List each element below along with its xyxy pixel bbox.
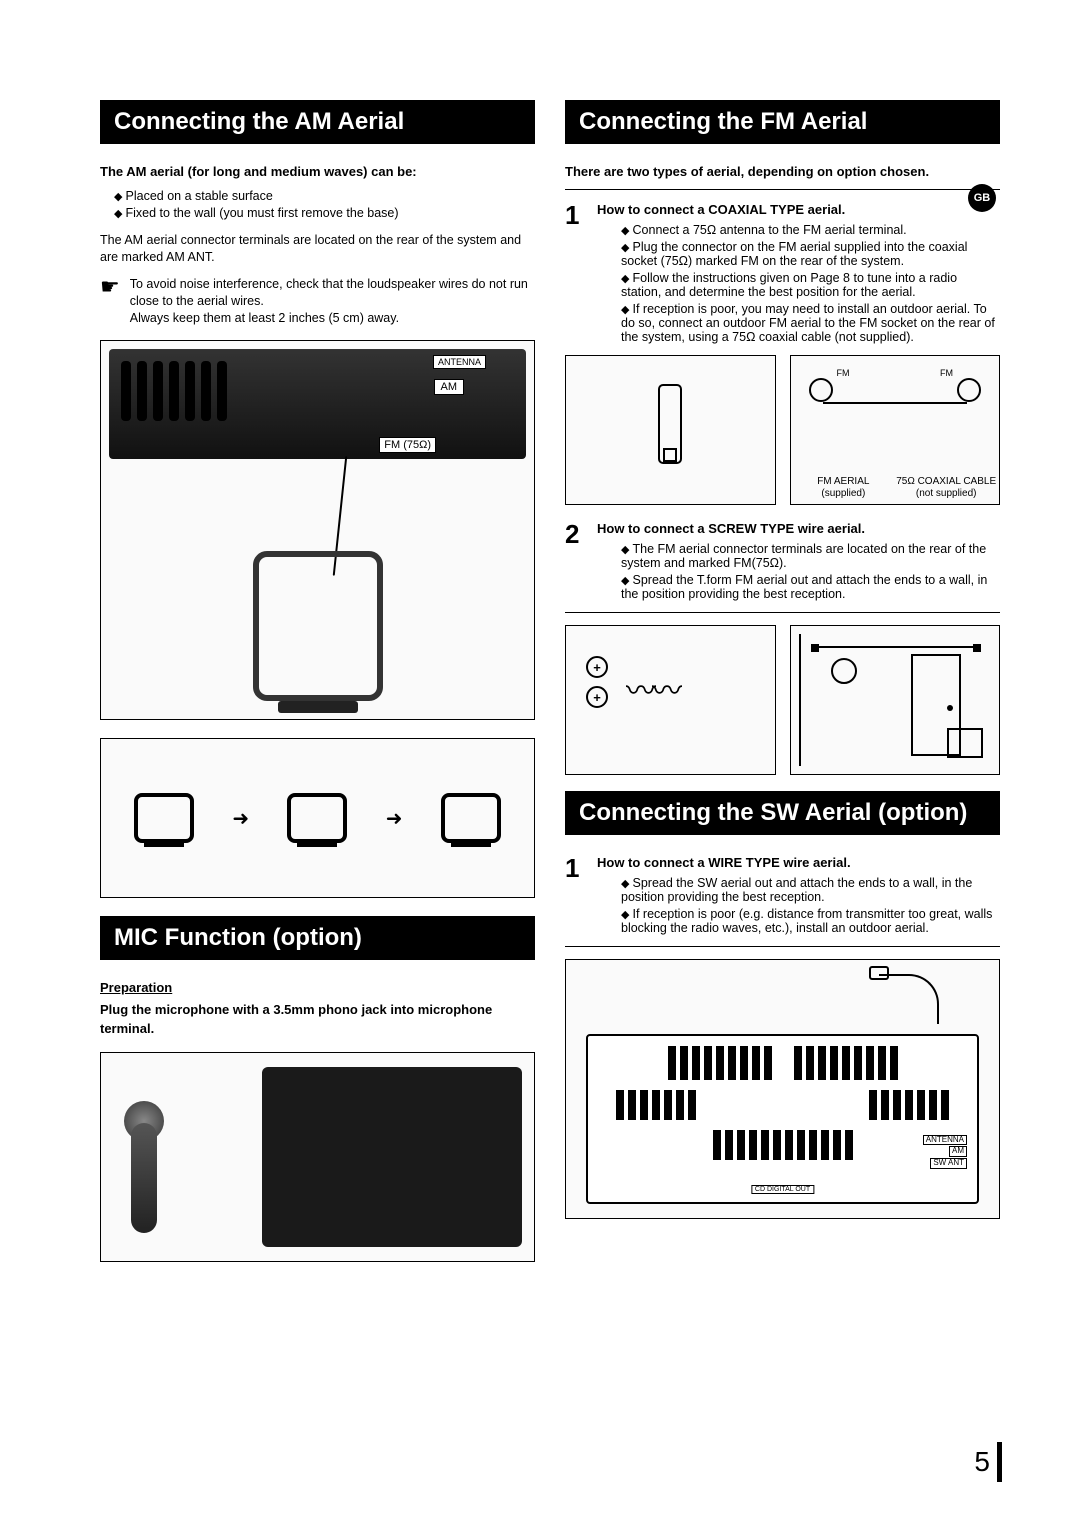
fm-label-left: FM [837, 368, 850, 378]
mic-header: MIC Function (option) [100, 916, 535, 960]
am-loop-antenna [253, 551, 383, 701]
am-bullets: Placed on a stable surface Fixed to the … [114, 189, 535, 220]
fm-intro: There are two types of aerial, depending… [565, 164, 1000, 179]
sw-antenna-labels: ANTENNA AM SW ANT [923, 1135, 967, 1170]
arrow-icon: ➜ [232, 806, 249, 831]
grille-mid [616, 1090, 949, 1120]
fm-label-right: FM [940, 368, 953, 378]
loop-step1 [134, 793, 194, 843]
mic-prep-label: Preparation [100, 980, 535, 995]
fm-aerial-supplied-diagram [565, 355, 776, 505]
am-bullet-2: Fixed to the wall (you must first remove… [114, 206, 535, 220]
system-rear: ANTENNA AM SW ANT CD DIGITAL OUT [586, 1034, 979, 1204]
divider [565, 946, 1000, 947]
fm-plug-icon [663, 448, 677, 462]
fm-wall-mount-diagram [790, 625, 1001, 775]
sw-step-1: 1 How to connect a WIRE TYPE wire aerial… [565, 855, 1000, 938]
fm-left-sub: (supplied) [821, 488, 865, 499]
sw-wire [879, 974, 939, 1024]
sw-antenna-label: ANTENNA [923, 1135, 967, 1146]
loop-step3 [441, 793, 501, 843]
language-badge: GB [968, 184, 996, 212]
fm-step2-title: How to connect a SCREW TYPE wire aerial. [597, 521, 1000, 536]
fm-s1-b3: Follow the instructions given on Page 8 … [621, 271, 1000, 299]
grille-bottom [628, 1130, 937, 1160]
wire-icon: 〰〰 [626, 666, 678, 710]
step-number: 1 [565, 202, 585, 347]
am-note-text: To avoid noise interference, check that … [130, 276, 535, 327]
fm75-terminal-label: FM (75Ω) [379, 437, 436, 453]
fm-coaxial-diagrams: FM FM FM AERIAL(supplied) 75Ω COAXIAL CA… [565, 355, 1000, 505]
mic-prep-text: Plug the microphone with a 3.5mm phono j… [100, 1001, 535, 1037]
am-terminal-label: AM [434, 379, 465, 395]
coax-cable-line [823, 402, 968, 404]
coax-connector-icon [957, 378, 981, 402]
am-assembly-diagram: ➜ ➜ [100, 738, 535, 898]
fm-left-caption: FM AERIAL [817, 476, 869, 487]
mic-diagram [100, 1052, 535, 1262]
fm-step-2: 2 How to connect a SCREW TYPE wire aeria… [565, 521, 1000, 604]
right-column: Connecting the FM Aerial There are two t… [565, 100, 1000, 1280]
fm-right-caption: 75Ω COAXIAL CABLE [896, 476, 996, 487]
am-diagram-rear: ANTENNA AM FM (75Ω) [100, 340, 535, 720]
sw-am-label: AM [949, 1146, 967, 1157]
loop-step2 [287, 793, 347, 843]
am-header: Connecting the AM Aerial [100, 100, 535, 144]
pointing-hand-icon: ☛ [100, 276, 120, 298]
divider [565, 189, 1000, 190]
sw-s1-b2: If reception is poor (e.g. distance from… [621, 907, 1000, 935]
step-number: 1 [565, 855, 585, 938]
fm-screw-terminals-diagram: 〰〰 [565, 625, 776, 775]
page-columns: Connecting the AM Aerial The AM aerial (… [100, 100, 1000, 1280]
am-para: The AM aerial connector terminals are lo… [100, 232, 535, 266]
am-note: ☛ To avoid noise interference, check tha… [100, 276, 535, 327]
screw-terminals [586, 656, 608, 716]
fm-coaxial-cable-diagram: FM FM FM AERIAL(supplied) 75Ω COAXIAL CA… [790, 355, 1001, 505]
fm-s1-b1: Connect a 75Ω antenna to the FM aerial t… [621, 223, 1000, 237]
arrow-icon: ➜ [386, 806, 403, 831]
sw-s1-b1: Spread the SW aerial out and attach the … [621, 876, 1000, 904]
system-rear-panel: ANTENNA AM FM (75Ω) [109, 349, 526, 459]
sw-diagram: ANTENNA AM SW ANT CD DIGITAL OUT [565, 959, 1000, 1219]
coax-connector-icon [809, 378, 833, 402]
fm-s1-b4: If reception is poor, you may need to in… [621, 302, 1000, 344]
grille-top [668, 1046, 898, 1080]
fm-screw-diagrams: 〰〰 [565, 625, 1000, 775]
am-bullet-1: Placed on a stable surface [114, 189, 535, 203]
left-column: Connecting the AM Aerial The AM aerial (… [100, 100, 535, 1280]
sw-swant-label: SW ANT [930, 1158, 967, 1169]
sw-cd-label: CD DIGITAL OUT [751, 1185, 814, 1194]
vent-slots [121, 361, 227, 421]
page-number: 5 [974, 1446, 990, 1478]
divider [565, 612, 1000, 613]
system-front [262, 1067, 522, 1247]
tform-aerial [811, 646, 982, 648]
fm-right-sub: (not supplied) [916, 488, 977, 499]
step-number: 2 [565, 521, 585, 604]
fm-captions: FM AERIAL(supplied) 75Ω COAXIAL CABLE(no… [791, 476, 1000, 500]
antenna-label: ANTENNA [433, 355, 486, 369]
person-icon [831, 658, 857, 684]
page-bar [997, 1442, 1002, 1482]
fm-s2-b1: The FM aerial connector terminals are lo… [621, 542, 1000, 570]
fm-step-1: 1 How to connect a COAXIAL TYPE aerial. … [565, 202, 1000, 347]
fm-s1-b2: Plug the connector on the FM aerial supp… [621, 240, 1000, 268]
system-icon [947, 728, 983, 758]
sw-step1-title: How to connect a WIRE TYPE wire aerial. [597, 855, 1000, 870]
sw-header: Connecting the SW Aerial (option) [565, 791, 1000, 835]
fm-step1-title: How to connect a COAXIAL TYPE aerial. [597, 202, 1000, 217]
fm-header: Connecting the FM Aerial [565, 100, 1000, 144]
am-intro: The AM aerial (for long and medium waves… [100, 164, 535, 179]
am-loop-base [278, 701, 358, 713]
fm-s2-b2: Spread the T.form FM aerial out and atta… [621, 573, 1000, 601]
microphone-body [131, 1123, 157, 1233]
